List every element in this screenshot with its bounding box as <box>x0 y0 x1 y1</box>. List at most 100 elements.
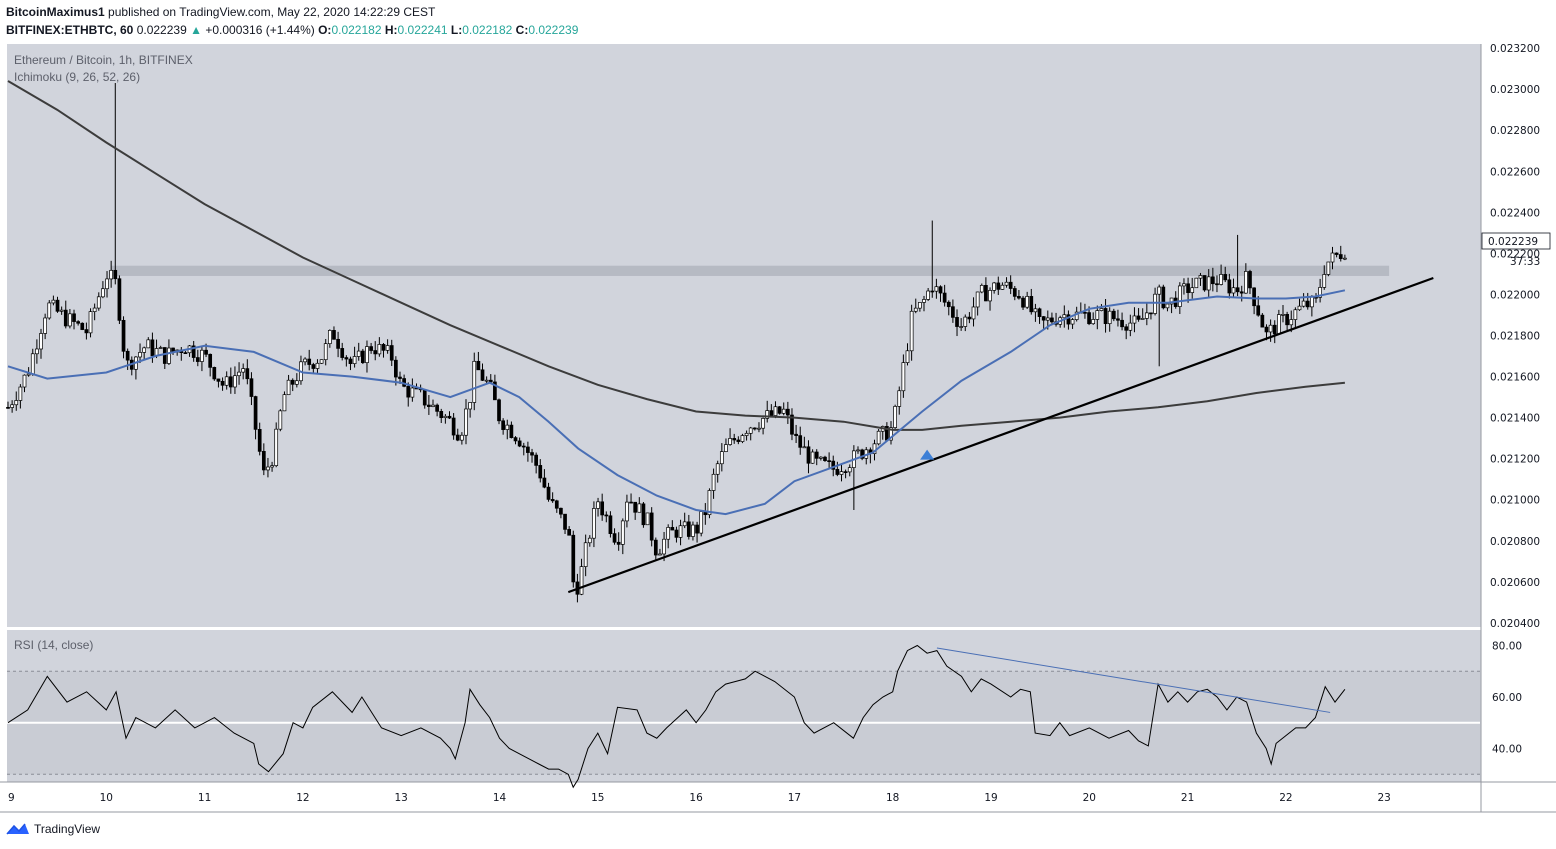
candle-up <box>327 330 332 345</box>
candle <box>381 343 386 358</box>
price-pane[interactable] <box>7 44 1481 627</box>
candle-up <box>35 348 39 355</box>
candle-down <box>517 440 522 447</box>
candle-down <box>769 410 774 416</box>
candle-down <box>476 360 481 371</box>
candle-up <box>43 317 47 334</box>
candle <box>691 521 695 541</box>
candle <box>823 455 827 462</box>
indicator-legend[interactable]: Ichimoku (9, 26, 52, 26) <box>14 70 140 84</box>
candle-up <box>715 463 720 475</box>
candle <box>934 278 939 299</box>
candle <box>645 512 650 526</box>
candle <box>1012 285 1017 301</box>
candle-down <box>1248 271 1252 289</box>
candle <box>1033 303 1038 322</box>
candle <box>455 428 460 442</box>
candle <box>435 403 439 417</box>
candle-up <box>1091 319 1096 325</box>
author-name[interactable]: BitcoinMaximus1 <box>6 5 105 19</box>
candle-up <box>92 307 97 312</box>
candle <box>926 288 930 302</box>
candle-up <box>975 291 980 308</box>
candle-up <box>918 302 922 309</box>
candle-up <box>51 299 56 304</box>
candle-up <box>596 501 600 509</box>
rsi-legend[interactable]: RSI (14, close) <box>14 638 93 652</box>
candle <box>294 373 299 388</box>
candle-down <box>752 427 757 430</box>
candle-down <box>488 379 493 383</box>
candle <box>113 83 118 285</box>
candle-up <box>678 525 683 538</box>
candle <box>769 404 774 418</box>
candle <box>385 339 390 354</box>
low-label: L: <box>450 23 463 37</box>
tradingview-brand[interactable]: TradingView <box>6 822 100 836</box>
time-axis[interactable] <box>0 782 1481 812</box>
last-price: 0.022239 <box>136 23 187 37</box>
candle <box>195 349 200 367</box>
candle <box>695 521 699 543</box>
candle <box>563 513 567 535</box>
candle-up <box>934 286 939 292</box>
candle-down <box>480 369 485 381</box>
candle <box>814 449 819 466</box>
candle-up <box>1025 296 1030 308</box>
price-tick-label: 0.023200 <box>1490 43 1540 55</box>
candle <box>146 337 151 349</box>
pane-separator[interactable] <box>0 627 1481 630</box>
candle <box>1322 265 1327 290</box>
candle <box>1239 285 1244 302</box>
candle <box>942 284 947 307</box>
price-change: +0.000316 (+1.44%) <box>205 23 315 37</box>
candle-down <box>427 404 431 407</box>
candle-down <box>1136 315 1141 320</box>
candle <box>975 291 980 316</box>
price-tick-label: 0.021200 <box>1490 454 1540 466</box>
candle <box>971 297 976 327</box>
candle-up <box>744 432 749 436</box>
high-label: H: <box>384 23 398 37</box>
candle-down <box>1012 288 1017 297</box>
candle <box>162 347 167 370</box>
candle-up <box>356 350 361 357</box>
candle <box>377 337 382 357</box>
candle <box>744 430 749 441</box>
candle-down <box>191 345 196 358</box>
candle-up <box>620 520 625 545</box>
candle <box>773 401 778 419</box>
candle-up <box>856 449 860 452</box>
rsi-line <box>7 644 1346 789</box>
candle <box>43 313 47 340</box>
candle-down <box>1264 326 1269 333</box>
candle <box>876 429 881 446</box>
candle-down <box>1029 296 1034 313</box>
price-axis[interactable] <box>1481 44 1556 784</box>
candle-up <box>1070 319 1075 325</box>
candle-down <box>930 290 935 293</box>
candle <box>1219 264 1223 286</box>
price-tick-label: 0.021600 <box>1490 372 1540 384</box>
candle-up <box>47 302 52 319</box>
candle <box>835 461 840 477</box>
candle-down <box>860 449 864 459</box>
candle-up <box>773 406 778 416</box>
candle <box>460 432 464 445</box>
candle <box>1223 266 1228 283</box>
tradingview-logo-icon <box>6 823 29 835</box>
candle <box>233 366 237 394</box>
candle <box>930 220 935 298</box>
candle <box>1256 296 1261 317</box>
candle-down <box>261 451 266 471</box>
open-value: 0.022182 <box>331 23 382 37</box>
candle <box>653 537 658 560</box>
candle <box>860 448 864 461</box>
candle-down <box>951 306 955 318</box>
candle <box>488 374 493 384</box>
pair-legend[interactable]: Ethereum / Bitcoin, 1h, BITFINEX <box>14 53 193 67</box>
candle <box>897 386 902 415</box>
candle <box>76 320 80 326</box>
candle <box>480 363 485 382</box>
